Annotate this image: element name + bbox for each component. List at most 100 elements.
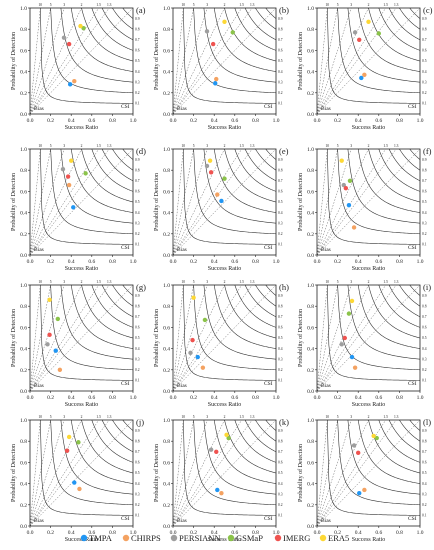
- bias-tick-label: 1.5: [383, 3, 388, 7]
- csi-curve: [91, 285, 133, 328]
- x-tick-label: 0.0: [27, 530, 34, 536]
- x-tick-label: 0.6: [88, 530, 95, 536]
- csi-curve: [337, 8, 420, 94]
- bias-line: [30, 420, 65, 526]
- bias-line: [173, 8, 242, 114]
- csi-tick-label: 0.5: [135, 59, 140, 63]
- y-tick-label: 0.4: [20, 347, 27, 353]
- panel-frame: [29, 148, 134, 256]
- csi-curve: [388, 285, 420, 318]
- bias-tick-label: 3: [350, 3, 352, 7]
- csi-tick-label: 0.7: [278, 450, 283, 454]
- y-tick-label: 0.8: [307, 304, 314, 310]
- y-tick-label: 1.0: [20, 6, 27, 12]
- bias-tick-label: 1.5: [96, 415, 101, 419]
- data-point-era5: [78, 23, 83, 29]
- csi-curve: [244, 420, 276, 453]
- x-tick-label: 0.0: [170, 118, 177, 124]
- csi-curve: [81, 420, 133, 474]
- csi-label: CSI: [264, 381, 273, 387]
- x-tick-label: 0.6: [231, 259, 238, 265]
- panel-label: (d): [136, 146, 146, 156]
- y-tick-label: 1.0: [307, 147, 314, 153]
- csi-curve: [357, 149, 420, 213]
- csi-tick-label: 0.4: [135, 347, 140, 351]
- y-tick-label: 0.0: [163, 389, 170, 395]
- csi-tick-label: 0.7: [422, 450, 427, 454]
- csi-curve: [378, 420, 420, 463]
- data-point-persiann: [60, 166, 66, 172]
- csi-tick-label: 0.4: [422, 70, 427, 74]
- y-axis-title: Probability of Detection: [10, 444, 17, 502]
- x-tick-label: 0.8: [396, 259, 403, 265]
- csi-tick-label: 0.5: [135, 336, 140, 340]
- data-point-imerg: [356, 450, 361, 456]
- y-tick-label: 0.2: [20, 91, 27, 97]
- panel-frame: [172, 148, 277, 256]
- bias-line: [30, 420, 133, 526]
- bias-tick-label: 10: [182, 144, 186, 148]
- data-point-persiann: [204, 163, 210, 169]
- y-tick-label: 0.6: [163, 189, 170, 195]
- bias-line: [173, 149, 253, 255]
- csi-tick-label: 0.4: [278, 211, 283, 215]
- bias-tick-label: 2: [368, 280, 370, 284]
- bias-label: Bias: [177, 106, 187, 112]
- legend-label: ERA5: [328, 533, 349, 543]
- csi-curve: [101, 8, 133, 41]
- csi-label: CSI: [121, 104, 130, 110]
- panel-plot-area: [317, 149, 420, 255]
- csi-curve: [378, 285, 420, 328]
- data-point-tmpa: [71, 205, 76, 210]
- data-point-tmpa: [53, 348, 58, 353]
- y-tick-label: 1.0: [20, 147, 27, 153]
- bias-tick-label: 2: [224, 3, 226, 7]
- data-point-persiann: [45, 342, 50, 347]
- csi-curve: [112, 285, 133, 307]
- data-point-gsmap: [226, 435, 231, 441]
- data-point-gsmap: [230, 30, 235, 35]
- csi-tick-label: 0.6: [278, 190, 283, 194]
- data-point-tmpa: [219, 198, 224, 204]
- x-tick-label: 0.4: [355, 259, 362, 265]
- data-point-era5: [66, 434, 72, 440]
- panel-plot-area: [173, 8, 276, 114]
- bias-tick-label: 5: [193, 3, 195, 7]
- x-axis-title: Success Ratio: [352, 537, 386, 543]
- csi-tick-label: 0.2: [135, 368, 140, 372]
- csi-curve: [244, 285, 276, 318]
- data-point-chirps: [215, 192, 220, 197]
- csi-curve: [50, 285, 133, 371]
- x-tick-label: 0.6: [88, 118, 95, 124]
- bias-tick-label: 1.3: [107, 3, 112, 7]
- x-tick-label: 0.4: [211, 530, 218, 536]
- csi-tick-label: 0.1: [135, 379, 140, 383]
- y-tick-label: 0.0: [307, 253, 314, 259]
- csi-curve: [122, 285, 133, 296]
- data-point-tmpa: [359, 75, 364, 81]
- performance-diagram-panel: 0.00.0 0.2 0.2 0.4 0.4 0.6 0.6 0.8 0.8 1.0 1.0 10 5 3…: [297, 144, 432, 272]
- x-tick-label: 0.6: [231, 530, 238, 536]
- bias-tick-label: 1.5: [239, 415, 244, 419]
- data-point-tmpa: [357, 490, 362, 496]
- data-point-persiann: [61, 35, 67, 40]
- data-point-gsmap: [347, 178, 353, 183]
- bias-line: [173, 149, 208, 255]
- bias-tick-label: 3: [206, 3, 208, 7]
- csi-tick-label: 0.5: [278, 59, 283, 63]
- bias-line: [173, 8, 184, 114]
- csi-label: CSI: [121, 516, 130, 522]
- csi-tick-label: 0.1: [135, 102, 140, 106]
- csi-curve: [50, 420, 133, 506]
- bias-line: [317, 420, 352, 526]
- bias-tick-label: 5: [193, 280, 195, 284]
- csi-tick-label: 0.3: [135, 80, 140, 84]
- bias-tick-label: 3: [206, 280, 208, 284]
- data-point-imerg: [65, 174, 71, 179]
- x-tick-label: 0.4: [355, 530, 362, 536]
- data-point-gsmap: [202, 317, 208, 323]
- legend-item: GSMaP: [227, 533, 263, 543]
- csi-curve: [183, 420, 276, 516]
- csi-tick-label: 0.6: [135, 190, 140, 194]
